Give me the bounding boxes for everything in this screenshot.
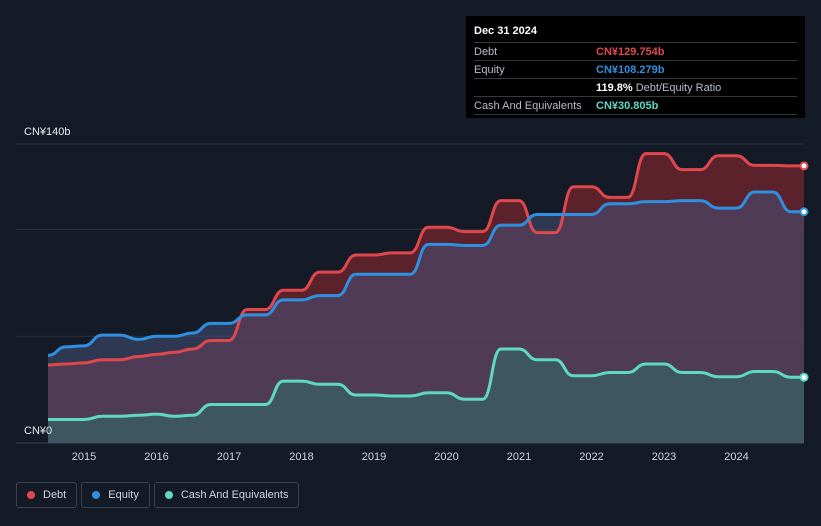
tooltip-ratio-value: 119.8% — [596, 81, 633, 94]
tooltip-date: Dec 31 2024 — [474, 25, 537, 37]
series-line-cash — [47, 347, 804, 422]
tooltip-row-debt: Debt CN¥129.754b — [474, 42, 797, 60]
xtick-label: 2019 — [362, 451, 386, 463]
marker-layer — [799, 161, 809, 382]
tooltip-equity-label: Equity — [474, 63, 505, 76]
xtick-label: 2022 — [579, 451, 603, 463]
ytick-label-zero: CN¥0 — [24, 425, 52, 437]
tooltip-ratio-label: Debt/Equity Ratio — [635, 81, 722, 94]
xtick-label: 2016 — [144, 451, 168, 463]
tooltip-row-cash: Cash And Equivalents CN¥30.805b — [474, 96, 797, 115]
tooltip-row-ratio: 119.8% Debt/Equity Ratio — [474, 78, 797, 96]
xtick-label: 2020 — [434, 451, 458, 463]
legend-debt-label: Debt — [43, 489, 67, 501]
xtick-label: 2017 — [217, 451, 241, 463]
tooltip-panel: Dec 31 2024 Debt CN¥129.754b Equity CN¥1… — [466, 16, 805, 118]
series-end-marker-cash — [799, 372, 809, 382]
area-layer — [48, 153, 804, 443]
xtick-label: 2015 — [72, 451, 96, 463]
series-line-equity — [47, 190, 804, 357]
legend-item-equity[interactable]: Equity — [81, 482, 150, 508]
xtick-label: 2021 — [507, 451, 531, 463]
equity-dot-icon — [92, 491, 101, 499]
legend-cash-label: Cash And Equivalents — [180, 489, 289, 501]
xtick-label: 2023 — [652, 451, 676, 463]
xtick-label: 2018 — [289, 451, 313, 463]
tooltip-cash-value: CN¥30.805b — [596, 99, 659, 112]
tooltip-cash-label: Cash And Equivalents — [474, 99, 582, 112]
series-line-debt — [47, 152, 804, 367]
chart-legend: Debt Equity Cash And Equivalents — [16, 482, 300, 508]
series-end-marker-debt — [799, 161, 809, 171]
ytick-label-max: CN¥140b — [24, 126, 70, 138]
tooltip-row-equity: Equity CN¥108.279b — [474, 60, 797, 78]
axis-layer: CN¥140b CN¥0 2015 2016 2017 2018 2019 2020 2021 2… — [24, 126, 749, 463]
series-end-marker-equity — [799, 207, 809, 217]
tooltip-debt-value: CN¥129.754b — [596, 45, 665, 58]
cash-dot-icon — [164, 491, 173, 499]
tooltip-equity-value: CN¥108.279b — [596, 63, 665, 76]
legend-item-debt[interactable]: Debt — [16, 482, 78, 508]
legend-equity-label: Equity — [108, 489, 139, 501]
legend-item-cash[interactable]: Cash And Equivalents — [153, 482, 300, 508]
debt-dot-icon — [27, 491, 35, 499]
tooltip-debt-label: Debt — [474, 45, 498, 58]
line-layer — [47, 152, 804, 422]
xtick-label: 2024 — [724, 451, 748, 463]
